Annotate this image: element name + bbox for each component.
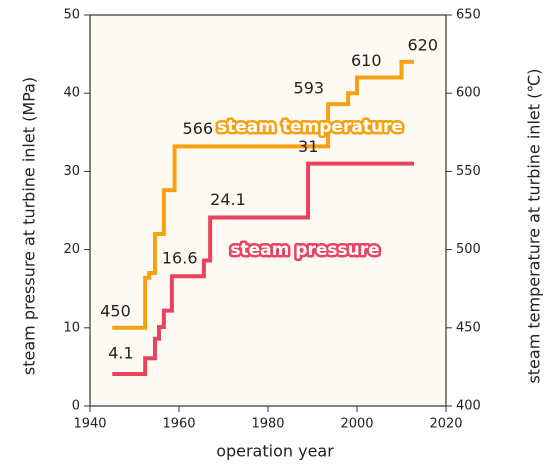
series-line xyxy=(112,59,414,330)
y2-tick-label: 600 xyxy=(456,86,481,101)
plot-area xyxy=(89,14,447,407)
value-label: 4.1 xyxy=(108,343,133,362)
value-label: 566 xyxy=(183,119,214,138)
y-tick-label: 30 xyxy=(63,164,80,179)
y2-axis-label: steam temperature at turbine inlet (℃) xyxy=(525,68,544,383)
value-label: 620 xyxy=(408,35,439,54)
series-label: steam temperature xyxy=(217,117,403,137)
y-tick-label: 10 xyxy=(63,320,80,335)
y2-tick-label: 400 xyxy=(456,399,481,414)
value-label: 31 xyxy=(298,137,318,156)
series-line xyxy=(112,161,414,376)
y2-tick-label: 450 xyxy=(456,320,481,335)
x-tick-label: 2000 xyxy=(340,417,373,432)
y2-tick-label: 550 xyxy=(456,164,481,179)
y-tick-label: 0 xyxy=(72,399,80,414)
x-axis-label: operation year xyxy=(216,442,334,461)
y-tick-label: 20 xyxy=(63,242,80,257)
series-label: steam pressure xyxy=(230,240,379,260)
value-label: 24.1 xyxy=(210,190,246,209)
x-tick-label: 1940 xyxy=(73,417,106,432)
value-label: 450 xyxy=(100,301,131,320)
value-label: 593 xyxy=(294,79,325,98)
x-tick-label: 2020 xyxy=(429,417,462,432)
x-tick-label: 1980 xyxy=(251,417,284,432)
y2-tick-label: 650 xyxy=(456,8,481,23)
y-axis-label: steam pressure at turbine inlet (MPa) xyxy=(20,77,39,375)
y-tick-label: 50 xyxy=(63,8,80,23)
value-label: 610 xyxy=(351,51,382,70)
value-label: 16.6 xyxy=(162,249,198,268)
y2-tick-label: 500 xyxy=(456,242,481,257)
x-tick-label: 1960 xyxy=(162,417,195,432)
y-tick-label: 40 xyxy=(63,86,80,101)
